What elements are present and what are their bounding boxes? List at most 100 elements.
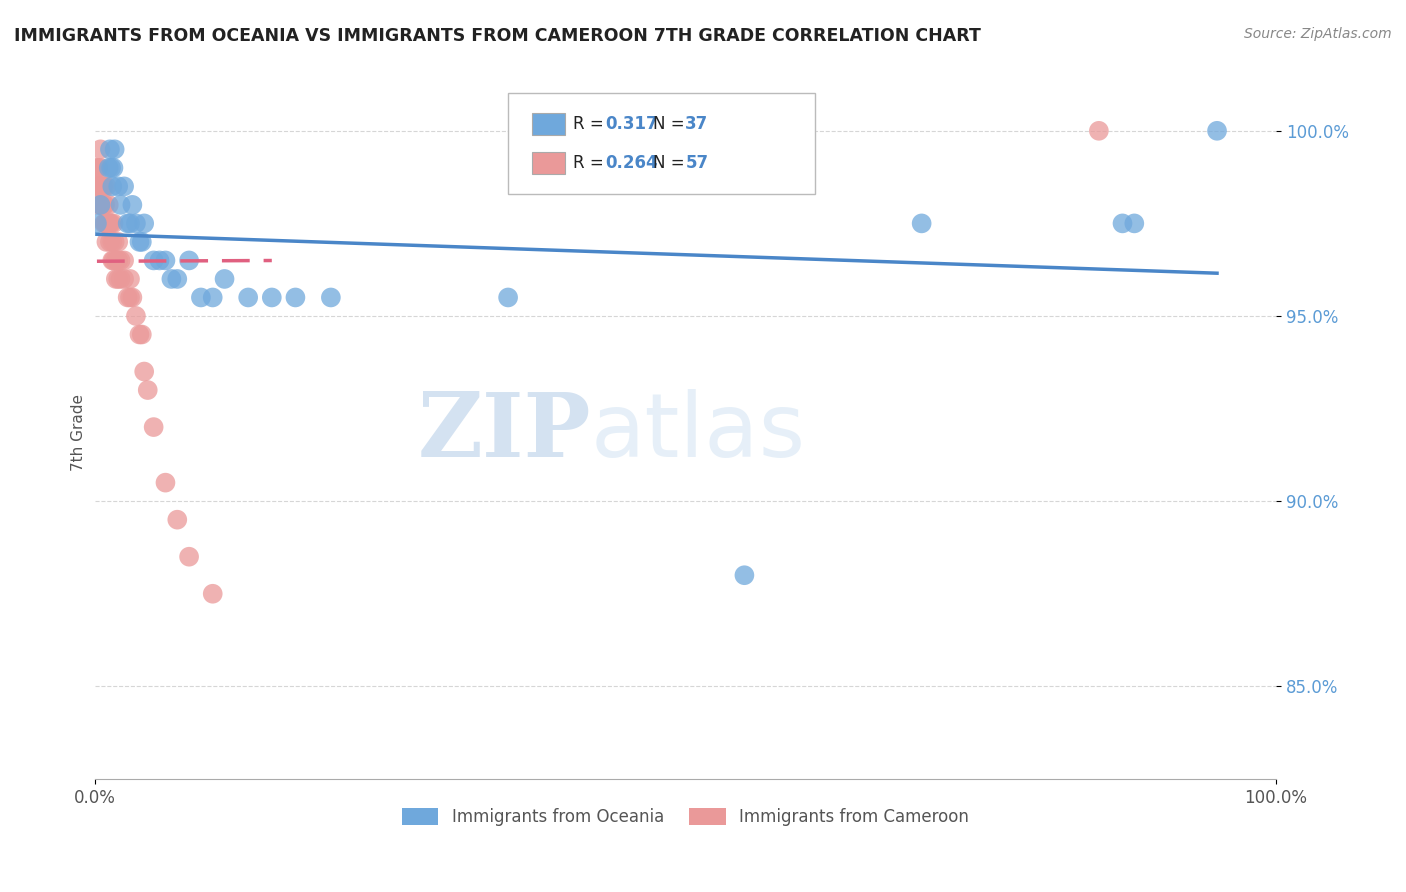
Text: R =: R =: [574, 154, 609, 172]
Text: R =: R =: [574, 115, 609, 133]
Text: N =: N =: [654, 115, 690, 133]
Point: [96, 216, 118, 230]
Point: [110, 198, 132, 212]
Point: [100, 216, 122, 230]
FancyBboxPatch shape: [508, 94, 815, 194]
Point: [104, 142, 127, 156]
Point: [89, 179, 111, 194]
Point: [98, 235, 121, 249]
Text: Source: ZipAtlas.com: Source: ZipAtlas.com: [1244, 27, 1392, 41]
Point: [125, 309, 148, 323]
Point: [89, 142, 111, 156]
Point: [87, 161, 110, 175]
Legend: Immigrants from Oceania, Immigrants from Cameroon: Immigrants from Oceania, Immigrants from…: [395, 801, 976, 833]
Point: [90, 198, 112, 212]
Point: [911, 216, 934, 230]
Point: [1088, 124, 1111, 138]
Point: [97, 216, 120, 230]
Text: 0.317: 0.317: [605, 115, 658, 133]
Point: [142, 253, 165, 268]
Point: [91, 198, 114, 212]
Point: [134, 365, 156, 379]
Bar: [531, 112, 565, 135]
Point: [1123, 216, 1146, 230]
Point: [128, 327, 150, 342]
Point: [260, 290, 283, 304]
Point: [112, 253, 135, 268]
Point: [155, 475, 177, 490]
Point: [148, 253, 170, 268]
Point: [118, 290, 141, 304]
Point: [136, 383, 159, 397]
Point: [97, 161, 120, 175]
Point: [104, 253, 127, 268]
Point: [284, 290, 307, 304]
Point: [1111, 216, 1133, 230]
Point: [91, 179, 114, 194]
Y-axis label: 7th Grade: 7th Grade: [72, 394, 86, 471]
Point: [93, 216, 115, 230]
Point: [86, 161, 108, 175]
Point: [201, 290, 224, 304]
Point: [87, 179, 110, 194]
Point: [93, 198, 115, 212]
Point: [112, 272, 135, 286]
Point: [118, 216, 141, 230]
Point: [121, 198, 143, 212]
Point: [107, 272, 129, 286]
Point: [101, 179, 124, 194]
Point: [117, 290, 139, 304]
Point: [110, 253, 132, 268]
Point: [107, 253, 129, 268]
Point: [131, 235, 153, 249]
Point: [100, 161, 122, 175]
Text: N =: N =: [654, 154, 690, 172]
Point: [166, 272, 188, 286]
Point: [86, 216, 108, 230]
Point: [112, 179, 135, 194]
Point: [90, 179, 112, 194]
Point: [496, 290, 519, 304]
Point: [104, 235, 127, 249]
Point: [89, 198, 111, 212]
Text: 57: 57: [685, 154, 709, 172]
Point: [214, 272, 236, 286]
Point: [97, 198, 120, 212]
Point: [142, 420, 165, 434]
Point: [98, 216, 121, 230]
Point: [128, 235, 150, 249]
Point: [87, 198, 110, 212]
Point: [89, 179, 111, 194]
Point: [103, 216, 125, 230]
Point: [134, 216, 156, 230]
Point: [319, 290, 342, 304]
Point: [201, 587, 224, 601]
Point: [177, 253, 200, 268]
Point: [121, 290, 143, 304]
Point: [110, 272, 132, 286]
Text: 0.264: 0.264: [605, 154, 658, 172]
Text: 37: 37: [685, 115, 709, 133]
Point: [107, 179, 129, 194]
Point: [97, 216, 120, 230]
Point: [166, 513, 188, 527]
Text: IMMIGRANTS FROM OCEANIA VS IMMIGRANTS FROM CAMEROON 7TH GRADE CORRELATION CHART: IMMIGRANTS FROM OCEANIA VS IMMIGRANTS FR…: [14, 27, 981, 45]
Point: [104, 272, 127, 286]
Point: [86, 179, 108, 194]
Point: [103, 161, 125, 175]
Point: [89, 198, 111, 212]
Point: [96, 235, 118, 249]
Point: [89, 161, 111, 175]
Point: [131, 327, 153, 342]
Point: [101, 253, 124, 268]
Point: [118, 272, 141, 286]
Point: [733, 568, 755, 582]
Point: [125, 216, 148, 230]
Point: [177, 549, 200, 564]
Point: [155, 253, 177, 268]
Point: [94, 198, 117, 212]
Point: [190, 290, 212, 304]
Point: [107, 235, 129, 249]
Text: ZIP: ZIP: [418, 389, 591, 476]
Point: [160, 272, 183, 286]
